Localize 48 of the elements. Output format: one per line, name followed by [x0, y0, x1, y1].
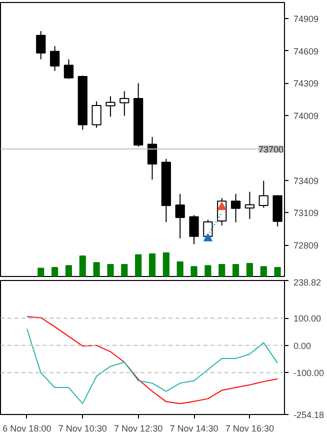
candlestick — [258, 180, 268, 208]
candlestick — [189, 214, 199, 245]
bar — [38, 268, 44, 276]
bar — [204, 265, 212, 276]
candlestick — [92, 100, 102, 128]
x-tick-label: 7 Nov 12:30 — [114, 424, 163, 434]
candlestick — [244, 191, 255, 220]
y-tick-label: 74309 — [294, 78, 319, 89]
x-tick-label: 7 Nov 16:30 — [225, 424, 274, 434]
bar — [65, 265, 72, 276]
y-tick-label: 74009 — [294, 111, 319, 122]
bar — [121, 264, 128, 276]
bar — [148, 253, 156, 276]
x-tick-label: 7 Nov 10:30 — [58, 424, 107, 434]
y-tick-label: 0.00 — [294, 340, 312, 351]
ref-line-label: 73700 — [258, 144, 284, 154]
candlestick — [230, 193, 241, 223]
bar — [176, 261, 184, 276]
x-tick-label: 7 Nov 14:30 — [170, 424, 218, 434]
bar — [232, 264, 240, 276]
candlestick — [175, 193, 185, 239]
candlestick — [50, 46, 60, 72]
bar — [93, 262, 100, 276]
x-tick-label: 6 Nov 18:00 — [2, 424, 52, 434]
bar — [135, 254, 142, 276]
bar — [79, 255, 86, 276]
y-tick-label: 100.00 — [294, 314, 322, 324]
bar — [260, 266, 267, 276]
candlestick — [36, 30, 46, 60]
bar — [218, 264, 226, 276]
y-tick-label: -254.18 — [294, 410, 324, 420]
candlestick — [120, 90, 130, 116]
bar — [52, 267, 58, 276]
bar — [162, 252, 170, 276]
candlestick — [147, 136, 158, 180]
bar — [190, 266, 198, 276]
y-tick-label: 73109 — [294, 208, 319, 218]
bar — [274, 267, 281, 276]
y-tick-label: 238.82 — [294, 278, 322, 288]
candlestick — [64, 58, 74, 80]
y-tick-label: 74909 — [294, 14, 319, 24]
bar — [107, 264, 114, 276]
y-tick-label: 72809 — [294, 240, 319, 251]
candlestick — [106, 96, 116, 118]
y-tick-label: 73409 — [294, 176, 319, 186]
bar — [246, 263, 253, 276]
y-tick-label: -100.00 — [294, 368, 324, 378]
y-tick-label: 74609 — [294, 46, 319, 56]
